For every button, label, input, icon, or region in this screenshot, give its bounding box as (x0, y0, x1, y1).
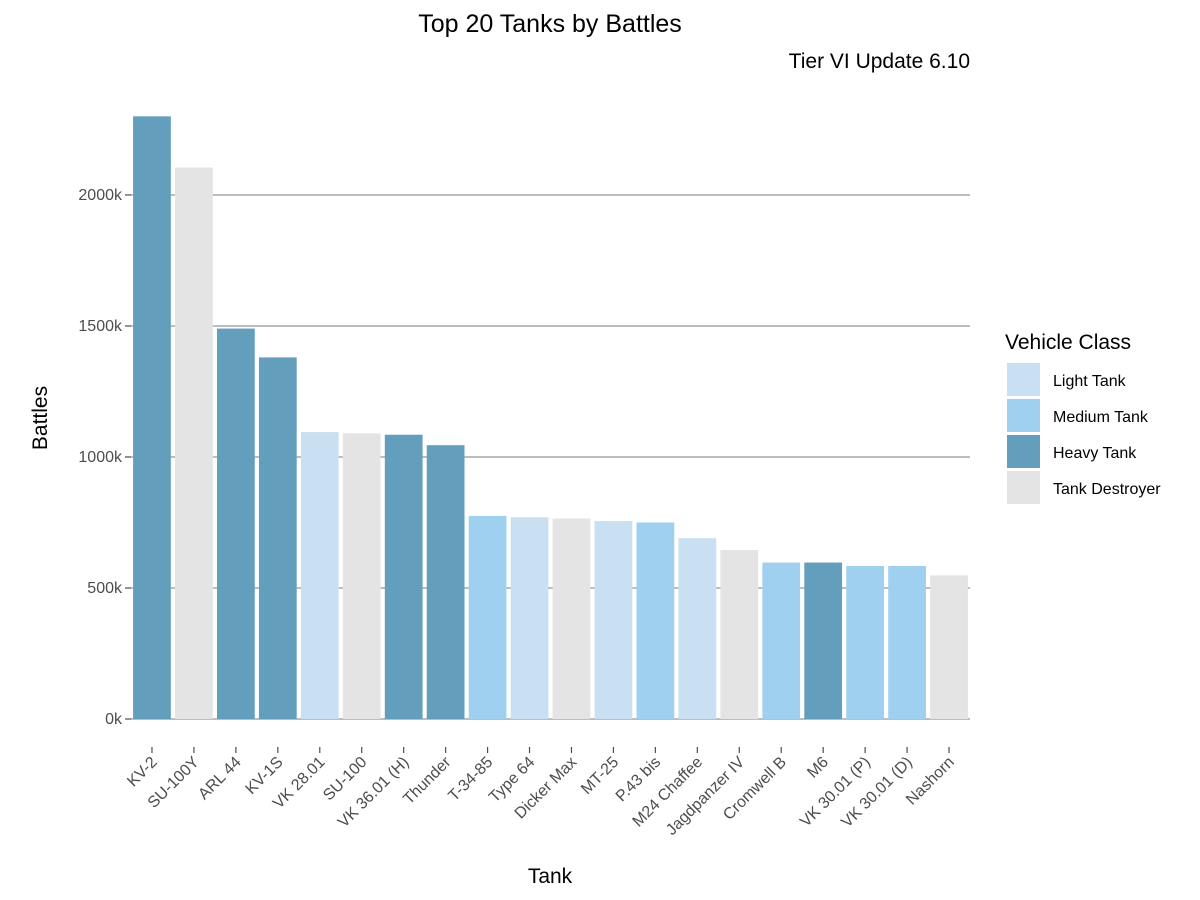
legend-key (1007, 363, 1040, 396)
bar (468, 515, 507, 719)
bar (216, 328, 255, 719)
bar (762, 562, 801, 719)
bar (175, 167, 213, 719)
x-axis-title: Tank (528, 865, 573, 888)
bar (552, 518, 591, 719)
bar (133, 116, 171, 719)
bar (384, 434, 423, 719)
bars (133, 116, 968, 719)
bar (636, 522, 675, 719)
bar (804, 562, 843, 719)
x-tick-label: KV-2 (124, 754, 161, 791)
legend-label: Medium Tank (1053, 409, 1149, 426)
x-tick-label: M6 (804, 754, 832, 782)
bar (510, 517, 549, 719)
legend-label: Light Tank (1053, 373, 1127, 390)
y-axis-title: Battles (29, 386, 52, 450)
legend-key (1007, 471, 1040, 504)
y-tick-label: 0k (105, 711, 123, 728)
y-tick-label: 500k (87, 580, 123, 597)
y-tick-label: 1000k (78, 449, 123, 466)
bar (594, 521, 633, 719)
chart-title: Top 20 Tanks by Battles (418, 10, 682, 38)
bar (930, 575, 968, 719)
bar (342, 433, 381, 719)
legend-key (1007, 435, 1040, 468)
legend-label: Heavy Tank (1053, 445, 1137, 462)
legend: Vehicle Class Light Tank Medium Tank Heavy… (1005, 331, 1161, 504)
bar (846, 565, 885, 719)
bar (678, 538, 717, 719)
y-axis: 0k 500k 1000k 1500k 2000k (78, 187, 131, 728)
gridlines (131, 193, 970, 720)
bar (720, 549, 759, 719)
chart-subtitle: Tier VI Update 6.10 (789, 50, 970, 73)
legend-title: Vehicle Class (1005, 331, 1131, 354)
legend-key (1007, 399, 1040, 432)
bar (426, 445, 465, 719)
bar (888, 565, 926, 719)
bar (300, 432, 339, 719)
y-tick-label: 1500k (78, 318, 123, 335)
legend-label: Tank Destroyer (1053, 481, 1161, 498)
x-tick-label: Thunder (400, 753, 455, 808)
y-tick-label: 2000k (78, 187, 123, 204)
bar (258, 357, 297, 719)
x-tick-label: ARL 44 (195, 754, 244, 803)
